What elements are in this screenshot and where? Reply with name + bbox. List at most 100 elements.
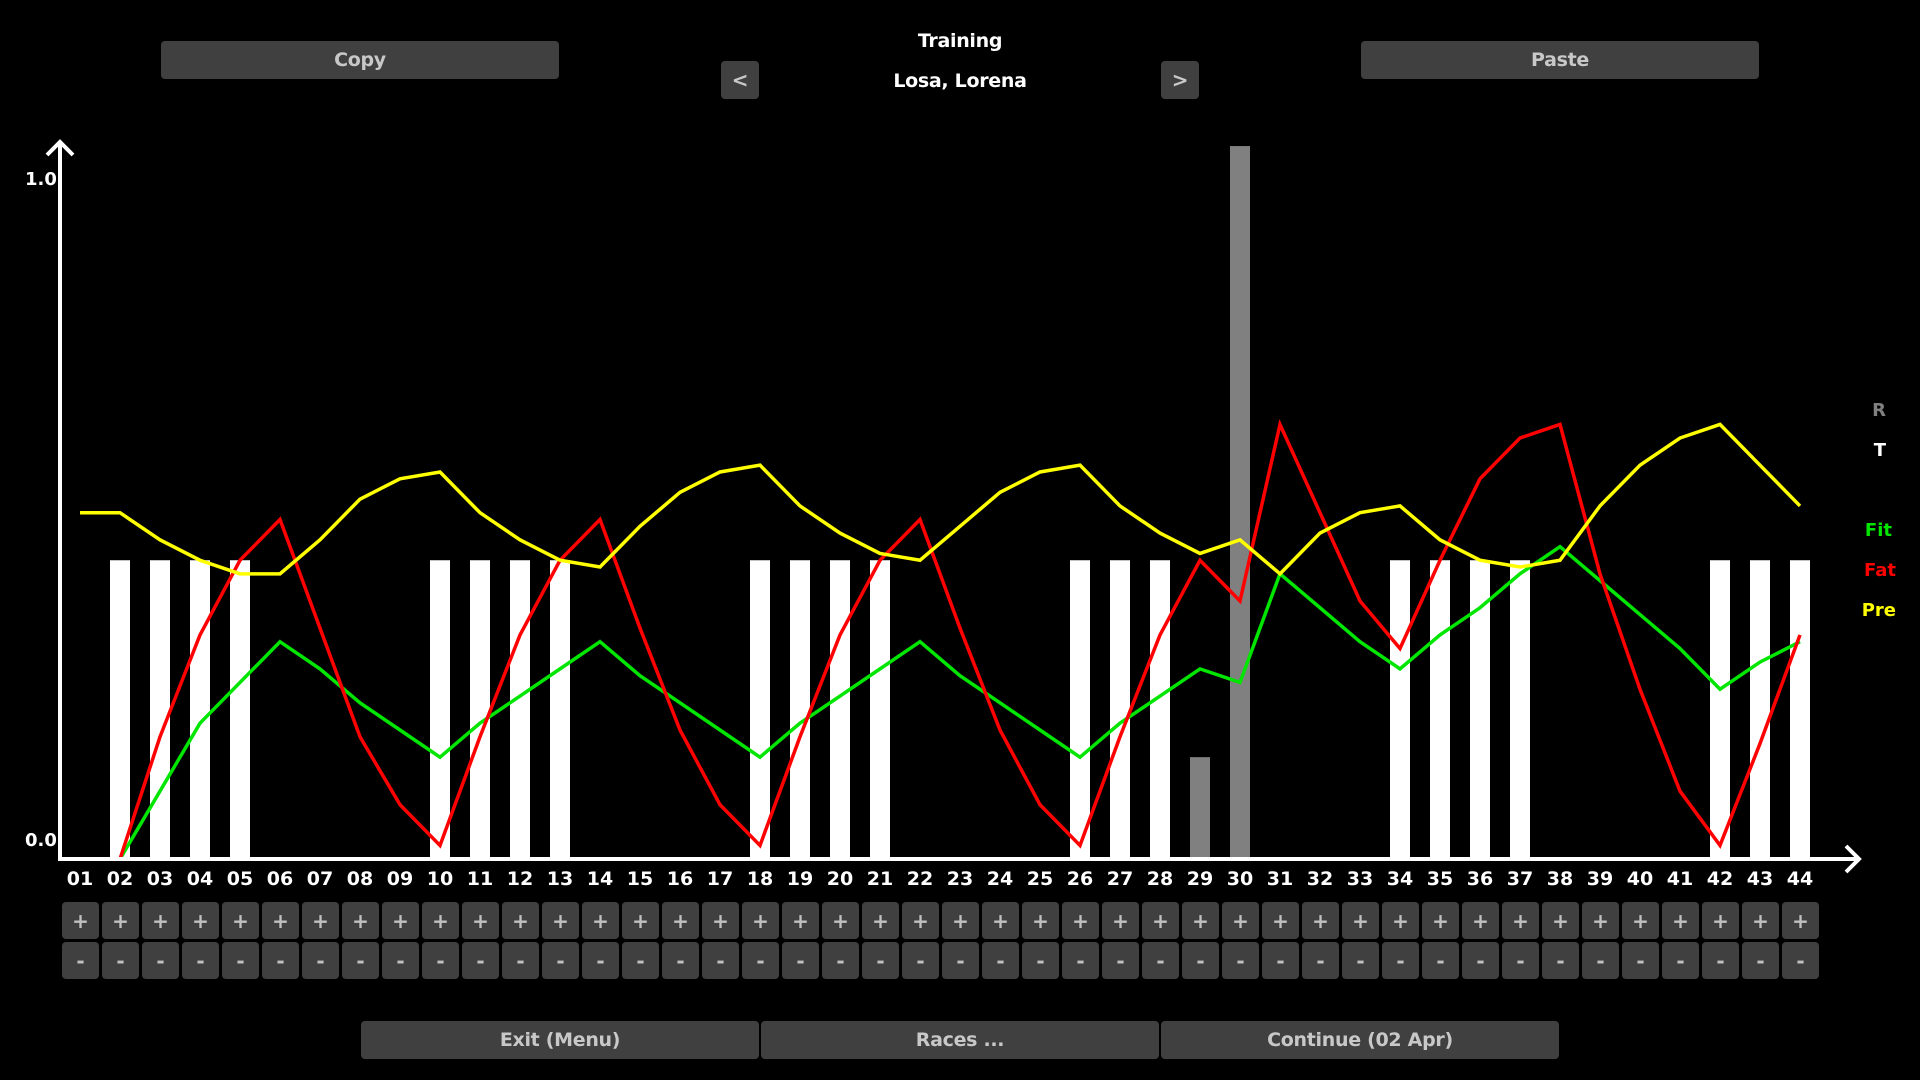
increase-training-button[interactable]: + (782, 902, 819, 939)
increase-training-button[interactable]: + (462, 902, 499, 939)
increase-training-button[interactable]: + (422, 902, 459, 939)
increase-training-button[interactable]: + (1182, 902, 1219, 939)
increase-training-button[interactable]: + (1742, 902, 1779, 939)
increase-training-button[interactable]: + (1502, 902, 1539, 939)
paste-button[interactable]: Paste (1361, 41, 1759, 79)
increase-training-button[interactable]: + (62, 902, 99, 939)
decrease-training-button[interactable]: - (982, 942, 1019, 979)
decrease-training-button[interactable]: - (1102, 942, 1139, 979)
training-bar (870, 560, 890, 859)
legend-r[interactable]: R (1872, 400, 1886, 421)
decrease-training-button[interactable]: - (742, 942, 779, 979)
increase-training-button[interactable]: + (1142, 902, 1179, 939)
decrease-training-button[interactable]: - (462, 942, 499, 979)
decrease-training-button[interactable]: - (1302, 942, 1339, 979)
decrease-training-button[interactable]: - (862, 942, 899, 979)
decrease-training-button[interactable]: - (1182, 942, 1219, 979)
training-bar (1390, 560, 1410, 859)
decrease-training-button[interactable]: - (422, 942, 459, 979)
decrease-training-button[interactable]: - (622, 942, 659, 979)
decrease-training-button[interactable]: - (342, 942, 379, 979)
decrease-training-button[interactable]: - (1062, 942, 1099, 979)
decrease-training-button[interactable]: - (222, 942, 259, 979)
increase-training-button[interactable]: + (1622, 902, 1659, 939)
increase-training-button[interactable]: + (222, 902, 259, 939)
copy-button[interactable]: Copy (161, 41, 559, 79)
continue-button[interactable]: Continue (02 Apr) (1161, 1021, 1559, 1059)
decrease-training-button[interactable]: - (1542, 942, 1579, 979)
increase-training-button[interactable]: + (702, 902, 739, 939)
increase-training-button[interactable]: + (382, 902, 419, 939)
decrease-training-button[interactable]: - (1022, 942, 1059, 979)
increase-training-button[interactable]: + (142, 902, 179, 939)
decrease-training-button[interactable]: - (902, 942, 939, 979)
increase-training-button[interactable]: + (1382, 902, 1419, 939)
increase-training-button[interactable]: + (102, 902, 139, 939)
increase-training-button[interactable]: + (1702, 902, 1739, 939)
increase-training-button[interactable]: + (982, 902, 1019, 939)
increase-training-button[interactable]: + (1662, 902, 1699, 939)
increase-training-button[interactable]: + (862, 902, 899, 939)
increase-training-button[interactable]: + (302, 902, 339, 939)
decrease-training-button[interactable]: - (702, 942, 739, 979)
decrease-training-button[interactable]: - (182, 942, 219, 979)
decrease-training-button[interactable]: - (582, 942, 619, 979)
next-rider-button[interactable]: > (1161, 61, 1199, 99)
decrease-training-button[interactable]: - (302, 942, 339, 979)
increase-training-button[interactable]: + (742, 902, 779, 939)
decrease-training-button[interactable]: - (102, 942, 139, 979)
decrease-training-button[interactable]: - (62, 942, 99, 979)
decrease-training-button[interactable]: - (542, 942, 579, 979)
decrease-training-button[interactable]: - (1502, 942, 1539, 979)
series-fit-line (118, 544, 1801, 860)
increase-training-button[interactable]: + (342, 902, 379, 939)
increase-training-button[interactable]: + (942, 902, 979, 939)
decrease-training-button[interactable]: - (1262, 942, 1299, 979)
legend-t[interactable]: T (1873, 440, 1886, 461)
increase-training-button[interactable]: + (582, 902, 619, 939)
decrease-training-button[interactable]: - (382, 942, 419, 979)
decrease-training-button[interactable]: - (1342, 942, 1379, 979)
increase-training-button[interactable]: + (1222, 902, 1259, 939)
decrease-training-button[interactable]: - (1742, 942, 1779, 979)
increase-training-button[interactable]: + (822, 902, 859, 939)
prev-rider-button[interactable]: < (721, 61, 759, 99)
increase-training-button[interactable]: + (1102, 902, 1139, 939)
increase-training-button[interactable]: + (1782, 902, 1819, 939)
increase-training-button[interactable]: + (1582, 902, 1619, 939)
decrease-training-button[interactable]: - (142, 942, 179, 979)
increase-training-button[interactable]: + (1022, 902, 1059, 939)
decrease-training-button[interactable]: - (942, 942, 979, 979)
increase-training-button[interactable]: + (1342, 902, 1379, 939)
increase-training-button[interactable]: + (182, 902, 219, 939)
decrease-training-button[interactable]: - (1662, 942, 1699, 979)
decrease-training-button[interactable]: - (662, 942, 699, 979)
decrease-training-button[interactable]: - (1622, 942, 1659, 979)
decrease-training-button[interactable]: - (1702, 942, 1739, 979)
decrease-training-button[interactable]: - (1222, 942, 1259, 979)
increase-training-button[interactable]: + (662, 902, 699, 939)
decrease-training-button[interactable]: - (1462, 942, 1499, 979)
decrease-training-button[interactable]: - (782, 942, 819, 979)
decrease-training-button[interactable]: - (822, 942, 859, 979)
decrease-training-button[interactable]: - (502, 942, 539, 979)
increase-training-button[interactable]: + (1262, 902, 1299, 939)
decrease-training-button[interactable]: - (1142, 942, 1179, 979)
increase-training-button[interactable]: + (262, 902, 299, 939)
decrease-training-button[interactable]: - (1782, 942, 1819, 979)
decrease-training-button[interactable]: - (1382, 942, 1419, 979)
increase-training-button[interactable]: + (1542, 902, 1579, 939)
increase-training-button[interactable]: + (542, 902, 579, 939)
decrease-training-button[interactable]: - (262, 942, 299, 979)
decrease-training-button[interactable]: - (1422, 942, 1459, 979)
increase-training-button[interactable]: + (902, 902, 939, 939)
decrease-training-button[interactable]: - (1582, 942, 1619, 979)
increase-training-button[interactable]: + (1462, 902, 1499, 939)
races-button[interactable]: Races ... (761, 1021, 1159, 1059)
increase-training-button[interactable]: + (1422, 902, 1459, 939)
increase-training-button[interactable]: + (1302, 902, 1339, 939)
increase-training-button[interactable]: + (622, 902, 659, 939)
exit-menu-button[interactable]: Exit (Menu) (361, 1021, 759, 1059)
increase-training-button[interactable]: + (502, 902, 539, 939)
increase-training-button[interactable]: + (1062, 902, 1099, 939)
